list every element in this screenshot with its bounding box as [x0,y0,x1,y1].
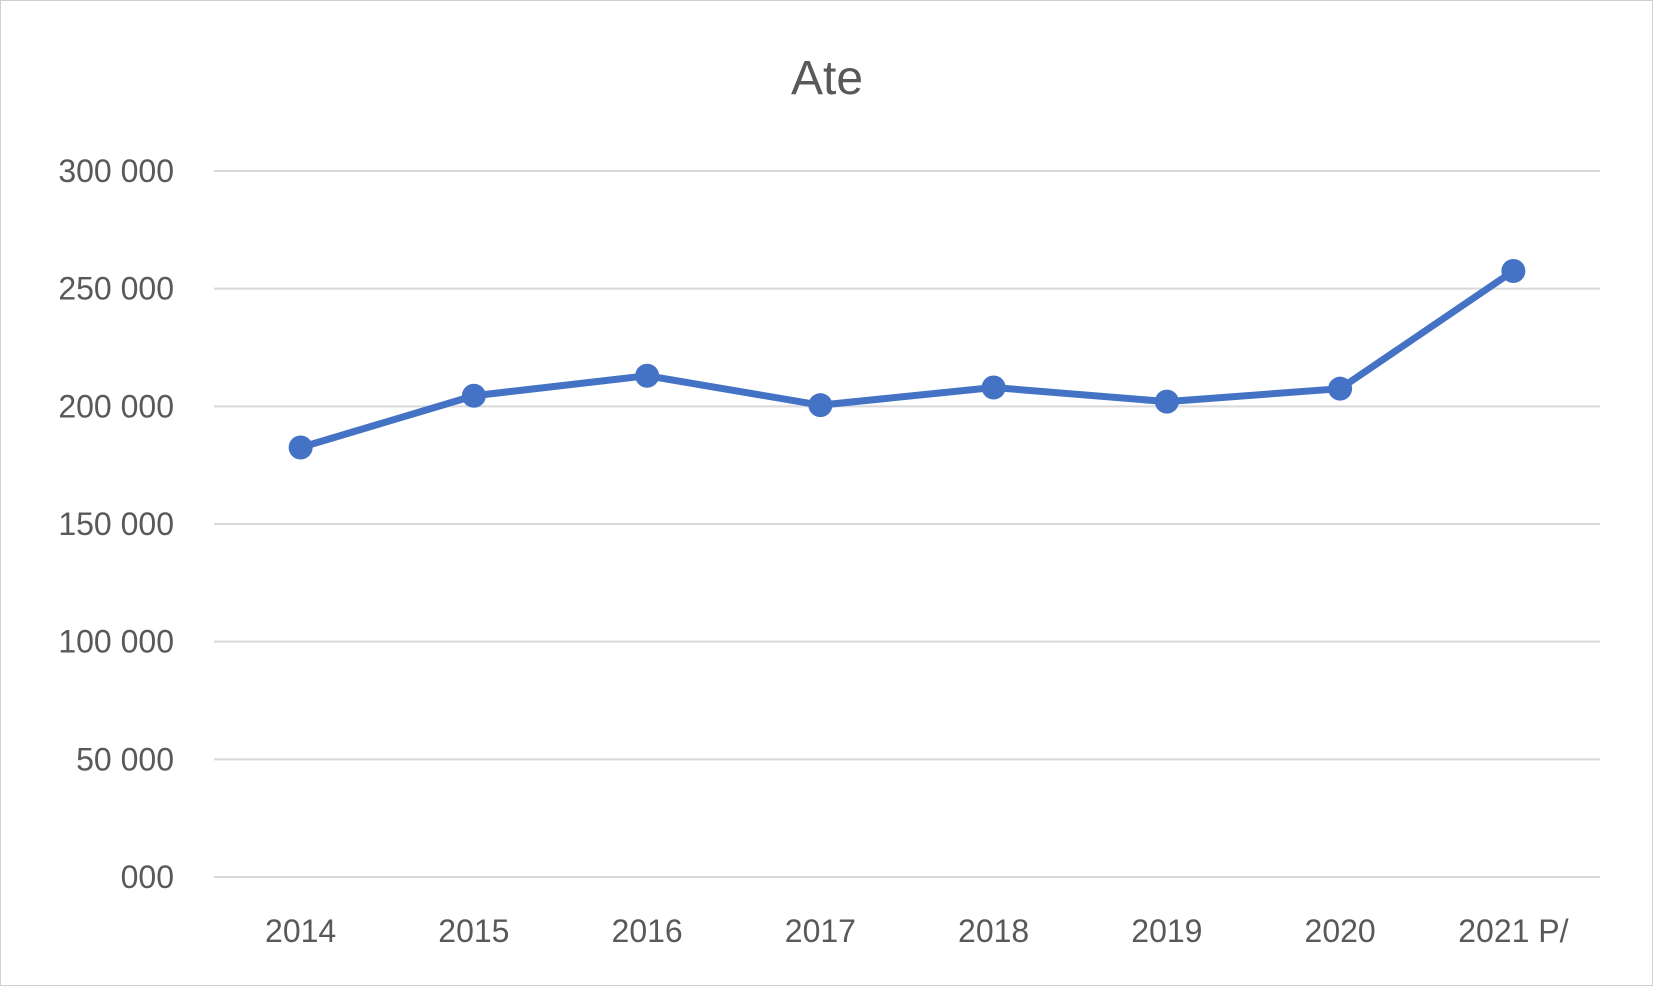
y-tick-label: 250 000 [58,271,174,307]
y-axis-tick-labels: 000 50 000 100 000 150 000 200 000 250 000 300… [58,153,174,895]
chart-title: Ate [791,52,863,105]
x-tick-label: 2017 [785,913,856,949]
x-tick-label: 2015 [438,913,509,949]
y-tick-label: 100 000 [58,624,174,660]
series-layer [288,259,1526,460]
x-tick-label: 2014 [265,913,336,949]
x-tick-label: 2018 [958,913,1029,949]
x-tick-label: 2016 [612,913,683,949]
data-point-marker [288,435,313,460]
data-point-marker [461,383,486,408]
y-tick-label: 50 000 [76,741,174,777]
x-axis-tick-labels: 2014 2015 2016 2017 2018 2019 2020 2021 P/ [265,913,1569,949]
y-tick-label: 300 000 [58,153,174,189]
data-point-marker [808,393,833,418]
data-point-marker [981,375,1006,400]
data-point-marker [1154,389,1179,414]
data-point-marker [1328,376,1353,401]
data-point-marker [635,363,660,388]
data-point-marker [1501,259,1526,284]
x-tick-label: 2019 [1131,913,1202,949]
x-tick-label: 2020 [1305,913,1376,949]
y-tick-label: 200 000 [58,388,174,424]
y-tick-label: 150 000 [58,506,174,542]
series-line [297,267,1517,452]
gridlines [214,170,1600,878]
y-tick-label: 000 [121,859,174,895]
x-tick-label: 2021 P/ [1458,913,1568,949]
